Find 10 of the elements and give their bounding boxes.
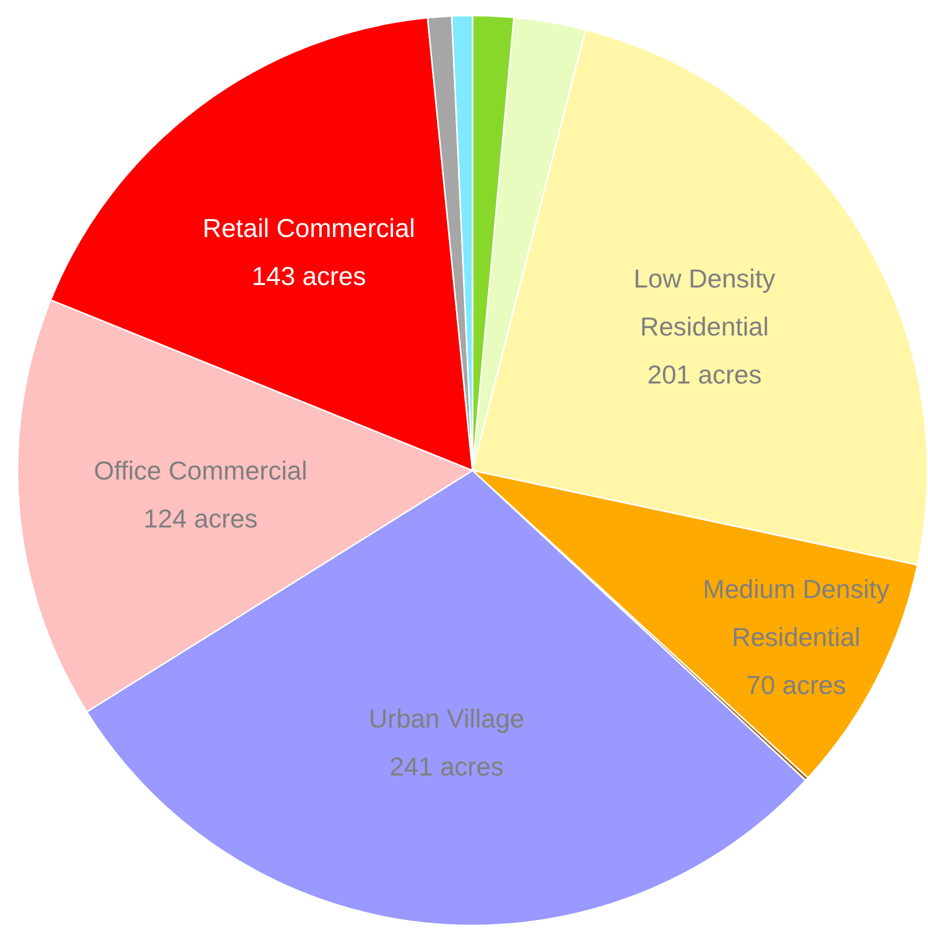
data-label: 70 acres (746, 670, 846, 700)
data-label: 143 acres (252, 260, 366, 291)
slice-label: Urban Village (368, 703, 524, 734)
data-label: 241 acres (389, 751, 504, 782)
slice-label: Low Density Residential (634, 264, 776, 342)
slice-label: Office Commercial (94, 455, 308, 486)
data-label: 124 acres (143, 503, 258, 534)
slice-label: Retail Commercial (202, 212, 416, 243)
data-label: 201 acres (647, 360, 762, 390)
slice-label: Medium Density Residential (702, 574, 890, 652)
